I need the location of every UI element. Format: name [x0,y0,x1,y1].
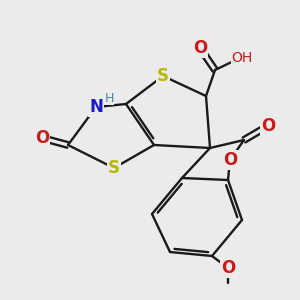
Text: O: O [193,39,207,57]
Text: OH: OH [231,51,253,65]
Text: S: S [108,159,120,177]
Text: O: O [35,129,49,147]
Text: O: O [261,117,275,135]
Text: S: S [157,67,169,85]
Text: O: O [223,151,237,169]
Text: N: N [89,98,103,116]
Text: H: H [104,92,114,104]
Text: O: O [221,259,235,277]
